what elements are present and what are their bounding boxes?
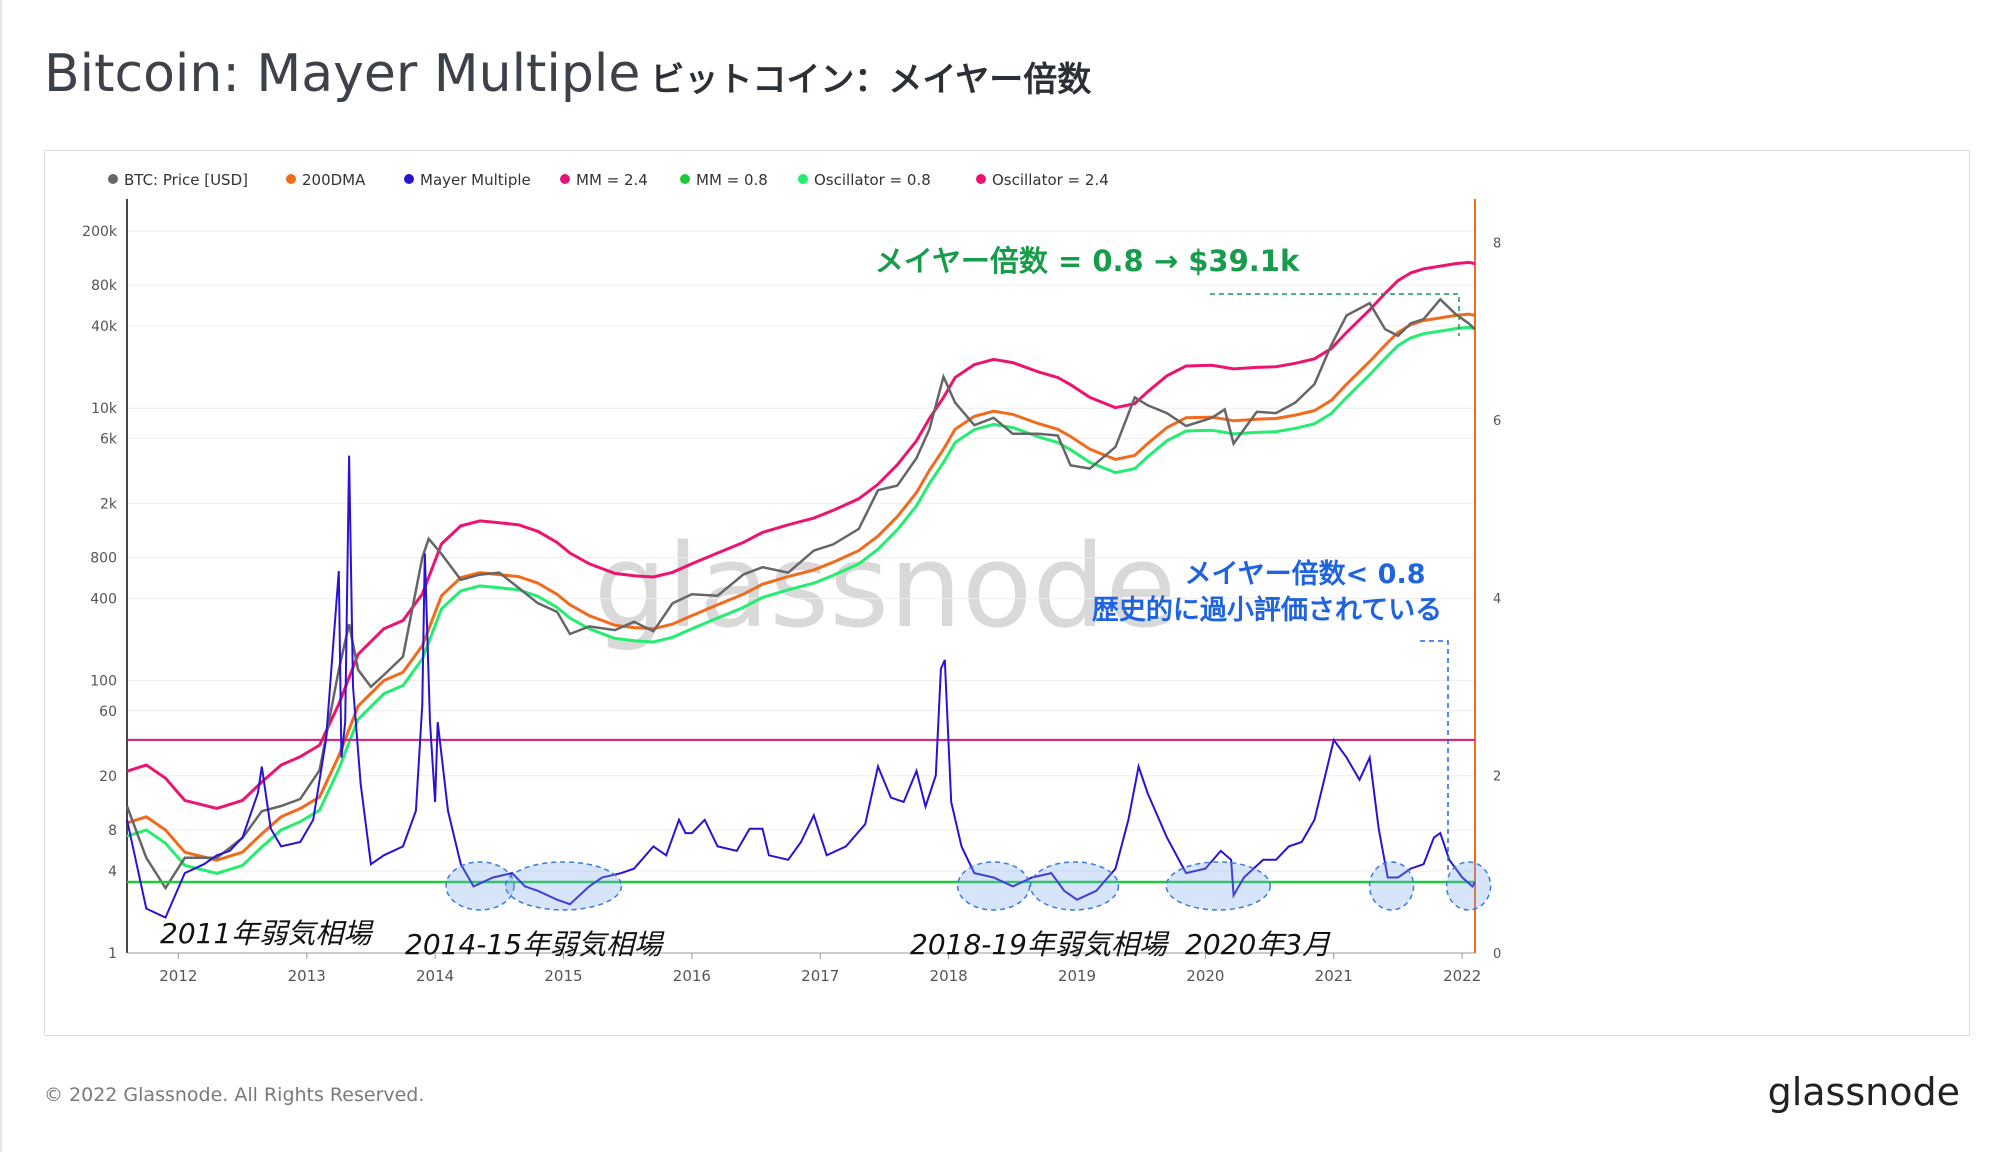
x-tick-label: 2020	[1186, 967, 1224, 985]
right-tick-label: 6	[1493, 414, 1501, 429]
undervalued-highlight	[956, 861, 1031, 911]
legend-label: Oscillator = 2.4	[992, 171, 1109, 189]
legend-label: MM = 2.4	[576, 171, 648, 189]
oscillator-2.4-line	[126, 260, 1476, 810]
undervalued-highlight	[504, 861, 623, 911]
series-layer	[125, 260, 1476, 919]
legend-dot	[680, 174, 690, 184]
right-tick-label: 4	[1493, 592, 1501, 607]
annotation-undervalued-1: メイヤー倍数< 0.8	[1184, 558, 1425, 590]
x-tick-label: 2021	[1315, 967, 1353, 985]
undervalued-highlight	[1029, 861, 1120, 911]
page-title: Bitcoin: Mayer Multiple ビットコイン：メイヤー倍数	[44, 44, 1091, 104]
top-annotation-connector	[1210, 293, 1460, 336]
legend-dot	[286, 174, 296, 184]
right-tick-label: 0	[1493, 947, 1501, 962]
left-tick-label: 100	[90, 674, 117, 690]
left-tick-label: 8	[108, 823, 117, 839]
left-tick-label: 20	[99, 769, 117, 785]
legend-label: Mayer Multiple	[420, 171, 531, 189]
left-tick-label: 800	[90, 551, 117, 567]
legend-label: 200DMA	[302, 171, 366, 189]
legend-dot	[108, 174, 118, 184]
frame-edge	[0, 0, 2, 1152]
left-tick-label: 10k	[91, 401, 118, 417]
brand-logo: glassnode	[1767, 1070, 1960, 1114]
title-en: Bitcoin: Mayer Multiple	[44, 44, 641, 104]
x-tick-label: 2013	[288, 967, 326, 985]
annotation-undervalued-2: 歴史的に過小評価されている	[1092, 594, 1442, 626]
undervalued-highlight	[1445, 861, 1492, 911]
legend-label: Oscillator = 0.8	[814, 171, 931, 189]
axes: 200k 80k 40k 10k 6k 2k 800 400 100 60 20 8 4 1 0 2 4 6 8 20…	[82, 199, 1501, 985]
x-tick-label: 2019	[1058, 967, 1096, 985]
annotation-bear-2014: 2014-15年弱気相場	[405, 928, 665, 961]
left-tick-label: 40k	[91, 319, 118, 335]
x-tick-label: 2017	[801, 967, 839, 985]
mid-annotation-connector	[1420, 640, 1449, 871]
x-tick-label: 2016	[673, 967, 711, 985]
undervalued-highlight	[445, 861, 515, 911]
title-jp: ビットコイン：メイヤー倍数	[650, 60, 1092, 100]
x-tick-label: 2015	[544, 967, 582, 985]
left-tick-label: 80k	[91, 278, 118, 294]
right-tick-label: 2	[1493, 769, 1501, 784]
oscillator-0.8-line	[126, 325, 1476, 875]
left-tick-label: 400	[90, 592, 117, 608]
legend-dot	[404, 174, 414, 184]
mayer-multiple-line	[126, 455, 1476, 919]
annotation-bear-2011: 2011年弱気相場	[160, 917, 374, 950]
undervalued-highlight	[1368, 861, 1415, 911]
left-tick-label: 6k	[100, 431, 118, 447]
copyright: © 2022 Glassnode. All Rights Reserved.	[44, 1084, 425, 1106]
left-tick-label: 60	[99, 704, 117, 720]
legend-dot	[976, 174, 986, 184]
left-tick-label: 1	[108, 946, 117, 962]
chart-panel: BTC: Price [USD] 200DMA Mayer Multiple MM =…	[44, 150, 1970, 1036]
annotation-mm-price: メイヤー倍数 = 0.8 → $39.1k	[875, 244, 1300, 278]
chart-legend: BTC: Price [USD] 200DMA Mayer Multiple MM =…	[108, 171, 1109, 189]
x-tick-label: 2014	[416, 967, 454, 985]
undervalued-highlight	[1165, 861, 1271, 911]
btc-price-line	[125, 297, 1476, 891]
x-tick-label: 2022	[1443, 967, 1481, 985]
legend-label: MM = 0.8	[696, 171, 768, 189]
legend-dot	[560, 174, 570, 184]
legend-label: BTC: Price [USD]	[124, 171, 248, 189]
left-tick-label: 2k	[100, 496, 118, 512]
left-tick-label: 4	[108, 864, 117, 880]
legend-dot	[798, 174, 808, 184]
right-tick-label: 8	[1493, 237, 1501, 252]
annotation-bear-2018: 2018-19年弱気相場	[910, 928, 1170, 961]
200dma-line	[126, 312, 1476, 862]
annotation-march-2020: 2020年3月	[1185, 928, 1331, 961]
mayer-multiple-chart: BTC: Price [USD] 200DMA Mayer Multiple MM =…	[82, 171, 1501, 985]
x-tick-label: 2012	[159, 967, 197, 985]
x-tick-label: 2018	[930, 967, 968, 985]
annotations-layer: メイヤー倍数 = 0.8 → $39.1k メイヤー倍数< 0.8 歴史的に過小評価…	[160, 244, 1492, 961]
left-tick-label: 200k	[82, 224, 118, 240]
